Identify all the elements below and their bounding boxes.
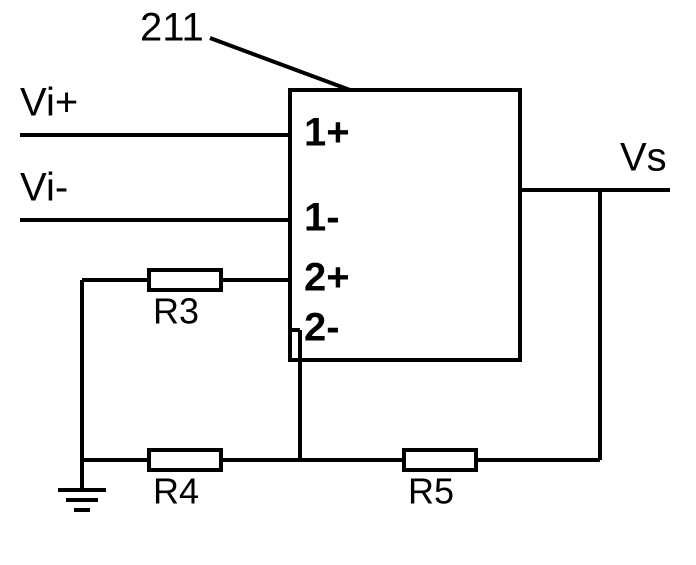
- label: 2+: [304, 256, 350, 300]
- label: 2-: [304, 306, 340, 350]
- label: Vi+: [20, 81, 78, 125]
- label: R4: [153, 471, 199, 512]
- label: 1+: [304, 111, 350, 155]
- label: R5: [408, 471, 454, 512]
- label: 1-: [304, 196, 340, 240]
- label: Vs: [620, 136, 667, 180]
- label: R3: [153, 291, 199, 332]
- label: 211: [140, 6, 204, 50]
- label: Vi-: [20, 166, 68, 210]
